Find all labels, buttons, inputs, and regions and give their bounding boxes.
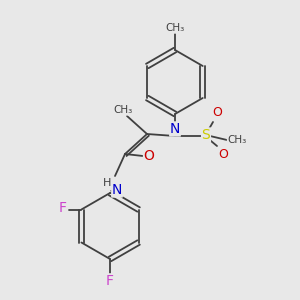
Text: H: H bbox=[103, 178, 111, 188]
Text: O: O bbox=[144, 149, 154, 163]
Text: F: F bbox=[58, 202, 66, 215]
Text: O: O bbox=[218, 148, 228, 160]
Text: S: S bbox=[202, 128, 210, 142]
Text: CH₃: CH₃ bbox=[113, 105, 133, 115]
Text: F: F bbox=[106, 274, 114, 288]
Text: CH₃: CH₃ bbox=[227, 135, 247, 145]
Text: CH₃: CH₃ bbox=[165, 23, 184, 33]
Text: O: O bbox=[212, 106, 222, 119]
Text: N: N bbox=[170, 122, 180, 136]
Text: N: N bbox=[112, 183, 122, 197]
